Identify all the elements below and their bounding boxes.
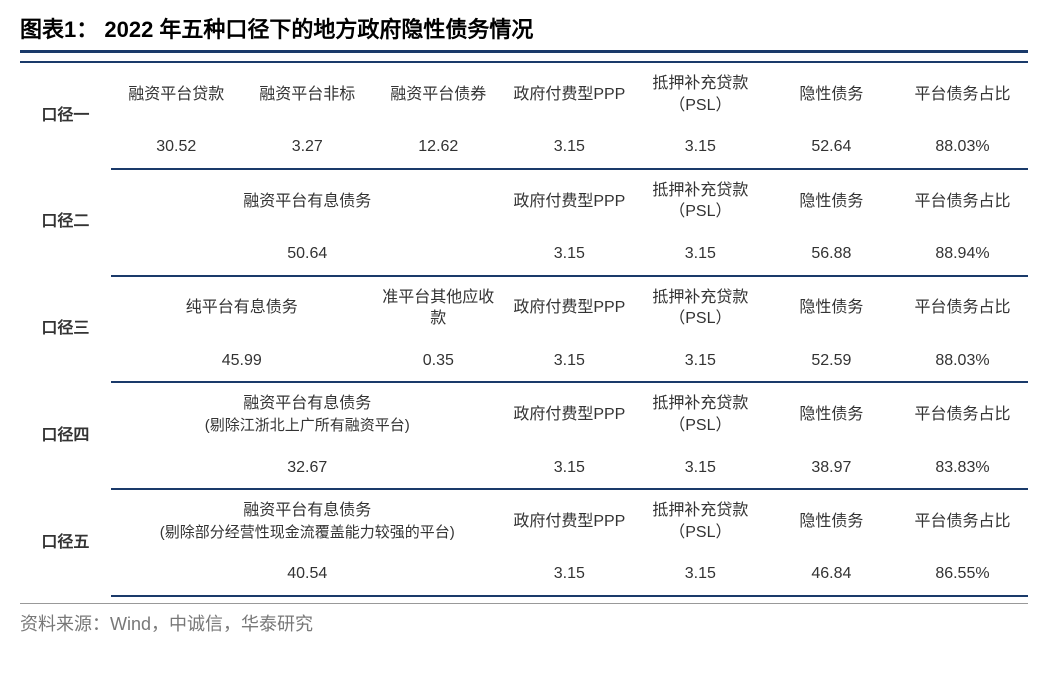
source-note: 资料来源：Wind，中诚信，华泰研究 — [20, 603, 1028, 636]
cell-value: 3.15 — [504, 340, 635, 383]
table-row: 45.99 0.35 3.15 3.15 52.59 88.03% — [20, 340, 1028, 383]
col-header-sub: (剔除江浙北上广所有融资平台) — [205, 417, 410, 434]
col-header: 平台债务占比 — [897, 276, 1028, 340]
row-label: 口径三 — [20, 276, 111, 383]
table-row: 口径三 纯平台有息债务 准平台其他应收款 政府付费型PPP 抵押补充贷款（PSL… — [20, 276, 1028, 340]
cell-value: 52.59 — [766, 340, 897, 383]
row-label: 口径四 — [20, 382, 111, 489]
title-prefix: 图表1： — [20, 17, 98, 42]
cell-value: 38.97 — [766, 447, 897, 490]
col-header: 准平台其他应收款 — [373, 276, 504, 340]
col-header-main: 融资平台有息债务 — [243, 395, 371, 412]
cell-value: 86.55% — [897, 553, 1028, 596]
cell-value: 52.64 — [766, 126, 897, 169]
col-header: 政府付费型PPP — [504, 276, 635, 340]
col-header-sub: (剔除部分经营性现金流覆盖能力较强的平台) — [160, 524, 455, 541]
col-header: 平台债务占比 — [897, 62, 1028, 126]
table-row: 口径二 融资平台有息债务 政府付费型PPP 抵押补充贷款（PSL） 隐性债务 平… — [20, 169, 1028, 233]
cell-value: 88.03% — [897, 126, 1028, 169]
row-label: 口径二 — [20, 169, 111, 276]
table-row: 口径一 融资平台贷款 融资平台非标 融资平台债券 政府付费型PPP 抵押补充贷款… — [20, 62, 1028, 126]
col-header: 融资平台贷款 — [111, 62, 242, 126]
cell-value: 0.35 — [373, 340, 504, 383]
row-label: 口径五 — [20, 489, 111, 596]
cell-value: 3.15 — [504, 126, 635, 169]
table-row: 口径四 融资平台有息债务 (剔除江浙北上广所有融资平台) 政府付费型PPP 抵押… — [20, 382, 1028, 446]
col-header: 抵押补充贷款（PSL） — [635, 382, 766, 446]
col-header: 政府付费型PPP — [504, 382, 635, 446]
cell-value: 30.52 — [111, 126, 242, 169]
col-header: 隐性债务 — [766, 382, 897, 446]
cell-value: 88.03% — [897, 340, 1028, 383]
cell-value: 46.84 — [766, 553, 897, 596]
col-header-main: 融资平台有息债务 — [243, 502, 371, 519]
col-header: 隐性债务 — [766, 489, 897, 553]
col-header: 抵押补充贷款（PSL） — [635, 489, 766, 553]
col-header: 政府付费型PPP — [504, 489, 635, 553]
row-label: 口径一 — [20, 62, 111, 169]
cell-value: 32.67 — [111, 447, 504, 490]
col-header: 抵押补充贷款（PSL） — [635, 62, 766, 126]
table-row: 50.64 3.15 3.15 56.88 88.94% — [20, 233, 1028, 276]
table-row: 40.54 3.15 3.15 46.84 86.55% — [20, 553, 1028, 596]
cell-value: 3.15 — [635, 447, 766, 490]
cell-value: 3.15 — [504, 233, 635, 276]
cell-value: 56.88 — [766, 233, 897, 276]
cell-value: 3.15 — [504, 553, 635, 596]
cell-value: 3.15 — [635, 553, 766, 596]
cell-value: 45.99 — [111, 340, 373, 383]
col-header: 平台债务占比 — [897, 489, 1028, 553]
cell-value: 3.15 — [635, 126, 766, 169]
cell-value: 3.27 — [242, 126, 373, 169]
col-header: 隐性债务 — [766, 276, 897, 340]
table-row: 口径五 融资平台有息债务 (剔除部分经营性现金流覆盖能力较强的平台) 政府付费型… — [20, 489, 1028, 553]
cell-value: 12.62 — [373, 126, 504, 169]
cell-value: 3.15 — [635, 233, 766, 276]
col-header: 融资平台有息债务 — [111, 169, 504, 233]
cell-value: 83.83% — [897, 447, 1028, 490]
col-header: 融资平台债券 — [373, 62, 504, 126]
col-header: 平台债务占比 — [897, 169, 1028, 233]
col-header: 平台债务占比 — [897, 382, 1028, 446]
col-header: 融资平台有息债务 (剔除江浙北上广所有融资平台) — [111, 382, 504, 446]
table-row: 32.67 3.15 3.15 38.97 83.83% — [20, 447, 1028, 490]
col-header: 纯平台有息债务 — [111, 276, 373, 340]
title-text: 2022 年五种口径下的地方政府隐性债务情况 — [104, 17, 533, 42]
table-row: 30.52 3.27 12.62 3.15 3.15 52.64 88.03% — [20, 126, 1028, 169]
cell-value: 3.15 — [504, 447, 635, 490]
col-header: 抵押补充贷款（PSL） — [635, 276, 766, 340]
col-header: 隐性债务 — [766, 62, 897, 126]
cell-value: 3.15 — [635, 340, 766, 383]
col-header: 抵押补充贷款（PSL） — [635, 169, 766, 233]
cell-value: 50.64 — [111, 233, 504, 276]
chart-title: 图表1： 2022 年五种口径下的地方政府隐性债务情况 — [20, 12, 1028, 53]
cell-value: 40.54 — [111, 553, 504, 596]
col-header: 融资平台非标 — [242, 62, 373, 126]
col-header: 政府付费型PPP — [504, 169, 635, 233]
cell-value: 88.94% — [897, 233, 1028, 276]
col-header: 隐性债务 — [766, 169, 897, 233]
col-header: 政府付费型PPP — [504, 62, 635, 126]
col-header: 融资平台有息债务 (剔除部分经营性现金流覆盖能力较强的平台) — [111, 489, 504, 553]
data-table: 口径一 融资平台贷款 融资平台非标 融资平台债券 政府付费型PPP 抵押补充贷款… — [20, 61, 1028, 597]
